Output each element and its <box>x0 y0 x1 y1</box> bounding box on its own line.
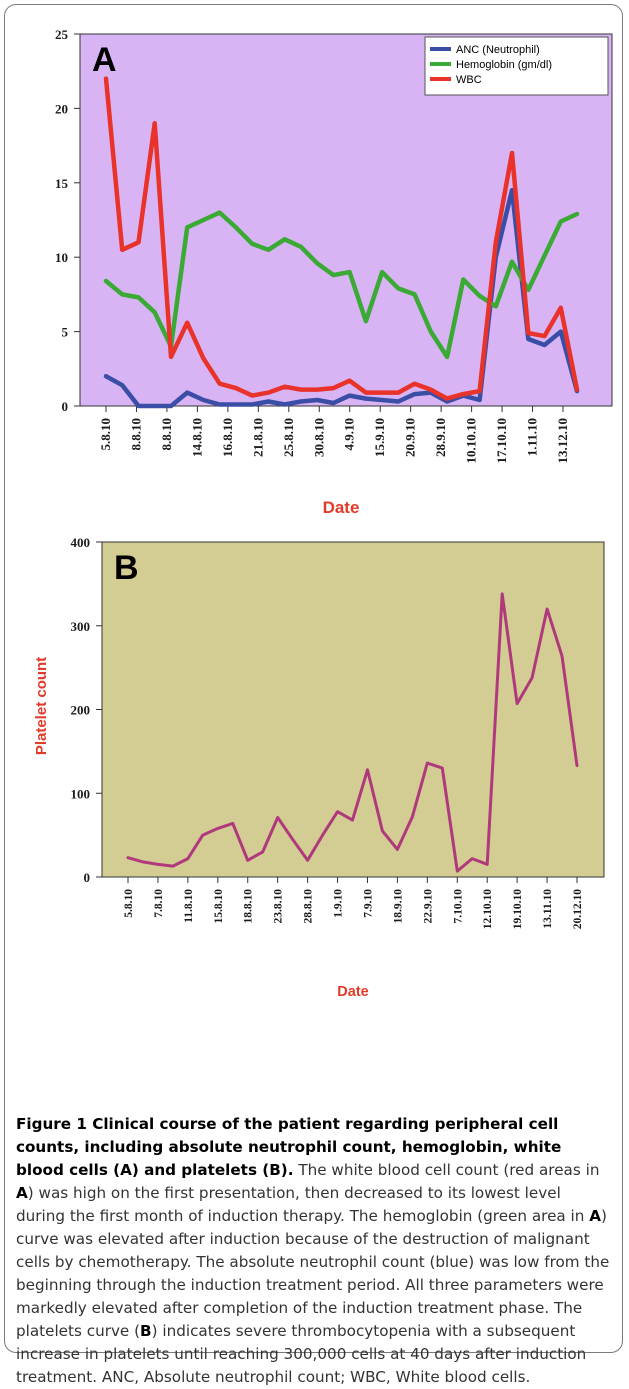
caption-body-3: ) curve was elevated after induction bec… <box>16 1207 610 1340</box>
series-line-platelet <box>126 592 579 873</box>
caption-body-1: The white blood cell count (red areas in <box>293 1161 600 1179</box>
x-tick-label: 25.8.10 <box>281 418 296 457</box>
y-axis-label: Platelet count <box>33 657 50 755</box>
x-tick-label: 1.9.10 <box>333 889 345 918</box>
x-tick-label: 13.11.10 <box>542 889 554 929</box>
y-tick-label: 300 <box>71 619 91 634</box>
panel-label: A <box>92 41 117 79</box>
x-tick-label: 20.12.10 <box>572 889 584 930</box>
figure-caption: Figure 1 Clinical course of the patient … <box>16 1113 612 1389</box>
x-tick-label: 20.9.10 <box>403 418 418 457</box>
caption-title: Figure 1 Clinical course of the patient … <box>16 1115 562 1179</box>
x-tick-label: 7.8.10 <box>153 889 165 918</box>
caption-ref-a2: A <box>589 1207 601 1225</box>
y-tick-label: 100 <box>71 786 91 801</box>
x-tick-label: 4.9.10 <box>342 418 357 451</box>
chart-b: 0 100 200 300 400 5.8.10 7.8.10 11.8.10 15.8.10 1… <box>33 535 605 1000</box>
legend-label: Hemoglobin (gm/dl) <box>456 59 552 71</box>
legend-label: WBC <box>456 74 482 86</box>
x-tick-label: 7.9.10 <box>362 889 374 918</box>
x-tick-label: 1.11.10 <box>525 418 540 456</box>
x-tick-label: 8.8.10 <box>159 418 174 451</box>
x-axis-label: Date <box>323 498 360 517</box>
series-line-anc-neutrophil <box>103 187 580 409</box>
x-tick-label: 11.8.10 <box>183 889 195 923</box>
caption-ref-b: B <box>140 1322 152 1340</box>
y-tick-label: 5 <box>62 325 69 340</box>
y-tick-label: 10 <box>55 250 68 265</box>
figure-frame <box>4 4 623 1353</box>
x-tick-label: 15.8.10 <box>213 889 225 924</box>
x-tick-label: 17.10.10 <box>494 418 509 464</box>
caption-body-2: ) was high on the first presentation, th… <box>16 1184 590 1225</box>
legend-box <box>424 36 609 96</box>
y-tick-label: 0 <box>62 399 69 414</box>
x-tick-label: 10.10.10 <box>464 418 479 464</box>
x-tick-label: 14.8.10 <box>189 418 204 457</box>
x-tick-label: 21.8.10 <box>250 418 265 457</box>
x-tick-label: 19.10.10 <box>512 889 524 930</box>
x-tick-label: 30.8.10 <box>311 418 326 457</box>
x-tick-label: 28.9.10 <box>433 418 448 457</box>
x-tick-label: 18.9.10 <box>392 889 404 924</box>
y-tick-label: 200 <box>71 703 91 718</box>
x-tick-label: 5.8.10 <box>98 418 113 451</box>
chart-a: 0 5 10 15 20 25 5.8.10 8.8.10 8.8.10 14.8.10 16.8.… <box>55 27 613 517</box>
panel-label: B <box>114 549 139 587</box>
x-tick-label: 15.9.10 <box>372 418 387 457</box>
x-tick-label: 23.8.10 <box>273 889 285 924</box>
legend-label: ANC (Neutrophil) <box>456 44 540 56</box>
y-tick-label: 20 <box>55 101 68 116</box>
x-tick-label: 12.10.10 <box>482 889 494 930</box>
x-tick-label: 16.8.10 <box>220 418 235 457</box>
x-tick-label: 22.9.10 <box>422 889 434 924</box>
y-tick-label: 400 <box>71 535 91 550</box>
y-tick-label: 15 <box>55 176 69 191</box>
y-tick-label: 25 <box>55 27 69 42</box>
series-line-wbc <box>103 76 580 401</box>
x-tick-label: 8.8.10 <box>128 418 143 451</box>
x-tick-label: 28.8.10 <box>303 889 315 924</box>
caption-ref-a1: A <box>16 1184 28 1202</box>
series-line-hemoglobin-gm-dl <box>103 210 580 360</box>
y-tick-label: 0 <box>84 870 91 885</box>
x-tick-label: 18.8.10 <box>243 889 255 924</box>
x-tick-label: 5.8.10 <box>123 889 135 918</box>
x-tick-label: 7.10.10 <box>452 889 464 924</box>
x-tick-label: 13.12.10 <box>555 418 570 464</box>
x-axis-label: Date <box>337 984 368 1000</box>
plot-area <box>101 541 605 878</box>
